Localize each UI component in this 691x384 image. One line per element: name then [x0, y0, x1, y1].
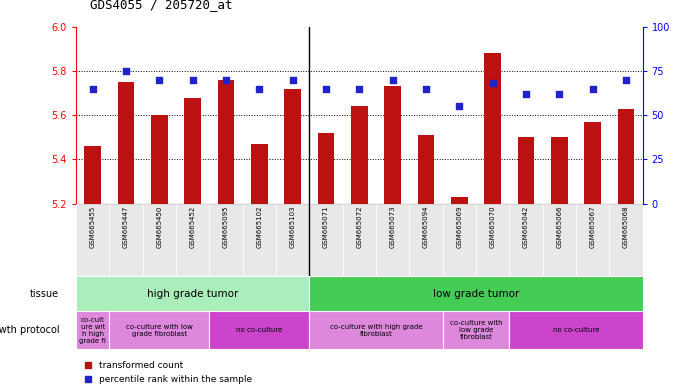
Bar	[218, 80, 234, 204]
Point	[87, 86, 98, 92]
Bar	[618, 109, 634, 204]
Bar	[76, 311, 109, 349]
Bar	[176, 204, 209, 276]
Bar	[351, 106, 368, 204]
Text: co-culture with high grade
fibroblast: co-culture with high grade fibroblast	[330, 324, 422, 337]
Point	[587, 86, 598, 92]
Text: GSM665102: GSM665102	[256, 206, 263, 248]
Bar	[417, 135, 435, 204]
Bar	[109, 204, 142, 276]
Bar	[109, 311, 209, 349]
Bar	[251, 144, 267, 204]
Point	[154, 77, 165, 83]
Point	[520, 91, 531, 97]
Legend: transformed count, percentile rank within the sample: transformed count, percentile rank withi…	[81, 358, 255, 384]
Text: GSM665455: GSM665455	[90, 206, 95, 248]
Text: growth protocol: growth protocol	[0, 325, 59, 335]
Bar	[117, 82, 134, 204]
Bar	[142, 204, 176, 276]
Bar	[343, 204, 376, 276]
Text: GSM665095: GSM665095	[223, 206, 229, 248]
Bar	[376, 204, 409, 276]
Bar	[542, 204, 576, 276]
Point	[553, 91, 565, 97]
Bar	[509, 311, 643, 349]
Point	[287, 77, 299, 83]
Bar	[384, 86, 401, 204]
Bar	[451, 197, 468, 204]
Text: GSM665094: GSM665094	[423, 206, 429, 248]
Text: GSM665452: GSM665452	[189, 206, 196, 248]
Text: GDS4055 / 205720_at: GDS4055 / 205720_at	[90, 0, 232, 12]
Point	[387, 77, 398, 83]
Text: GSM665067: GSM665067	[589, 206, 596, 248]
Bar	[509, 204, 542, 276]
Text: GSM665068: GSM665068	[623, 206, 629, 248]
Text: no co-culture: no co-culture	[236, 327, 283, 333]
Text: GSM665073: GSM665073	[390, 206, 396, 248]
Bar	[609, 204, 643, 276]
Text: GSM665066: GSM665066	[556, 206, 562, 248]
Text: GSM665450: GSM665450	[156, 206, 162, 248]
Bar	[576, 204, 609, 276]
Bar	[476, 204, 509, 276]
Bar	[551, 137, 567, 204]
Bar	[76, 204, 109, 276]
Bar	[310, 204, 343, 276]
Bar	[585, 122, 601, 204]
Point	[621, 77, 632, 83]
Bar	[151, 115, 168, 204]
Text: GSM665447: GSM665447	[123, 206, 129, 248]
Point	[120, 68, 131, 74]
Bar	[310, 276, 643, 311]
Text: GSM665042: GSM665042	[523, 206, 529, 248]
Bar	[484, 53, 501, 204]
Point	[420, 86, 431, 92]
Text: co-culture with
low grade
fibroblast: co-culture with low grade fibroblast	[450, 320, 502, 340]
Point	[220, 77, 231, 83]
Bar	[184, 98, 201, 204]
Text: GSM665072: GSM665072	[357, 206, 362, 248]
Bar	[209, 311, 310, 349]
Point	[321, 86, 332, 92]
Point	[454, 103, 465, 109]
Bar	[318, 133, 334, 204]
Text: high grade tumor: high grade tumor	[147, 289, 238, 299]
Point	[487, 80, 498, 86]
Text: GSM665103: GSM665103	[290, 206, 296, 248]
Text: no co-culture: no co-culture	[553, 327, 599, 333]
Bar	[443, 204, 476, 276]
Bar	[443, 311, 509, 349]
Bar	[84, 146, 101, 204]
Bar	[284, 89, 301, 204]
Text: tissue: tissue	[30, 289, 59, 299]
Bar	[209, 204, 243, 276]
Point	[254, 86, 265, 92]
Point	[354, 86, 365, 92]
Text: GSM665071: GSM665071	[323, 206, 329, 248]
Text: GSM665069: GSM665069	[456, 206, 462, 248]
Text: low grade tumor: low grade tumor	[433, 289, 519, 299]
Text: co-cult
ure wit
h high
grade fi: co-cult ure wit h high grade fi	[79, 317, 106, 344]
Bar	[243, 204, 276, 276]
Bar	[76, 276, 310, 311]
Bar	[310, 311, 443, 349]
Bar	[409, 204, 443, 276]
Bar	[276, 204, 310, 276]
Text: co-culture with low
grade fibroblast: co-culture with low grade fibroblast	[126, 324, 193, 337]
Text: GSM665070: GSM665070	[490, 206, 495, 248]
Bar	[518, 137, 534, 204]
Point	[187, 77, 198, 83]
